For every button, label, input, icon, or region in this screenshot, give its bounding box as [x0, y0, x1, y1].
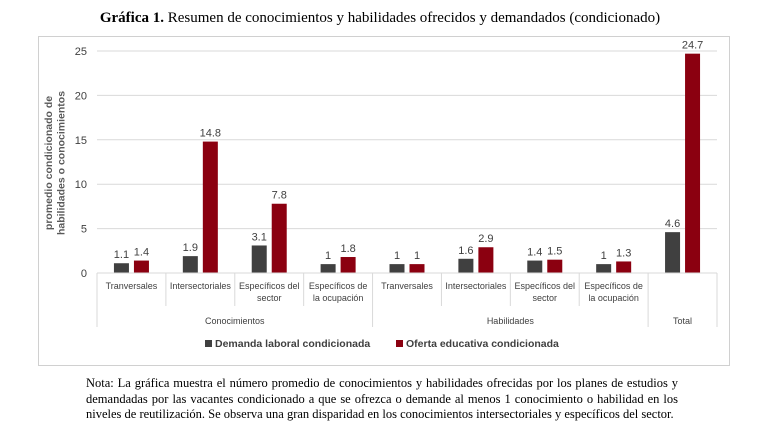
y-tick-label: 5 — [81, 224, 87, 236]
data-label: 3.1 — [252, 231, 267, 243]
bar-demand — [458, 258, 474, 273]
data-label: 1 — [394, 250, 400, 262]
x-category-label: Específicos de — [309, 281, 368, 291]
footnote: Nota: La gráfica muestra el número prome… — [86, 376, 678, 421]
bar-supply — [271, 203, 287, 273]
y-tick-label: 20 — [75, 90, 87, 102]
data-label: 14.8 — [200, 128, 221, 140]
legend-swatch — [205, 340, 212, 347]
data-label: 1 — [414, 250, 420, 262]
title-text: Resumen de conocimientos y habilidades o… — [164, 10, 661, 26]
y-tick-label: 15 — [75, 135, 87, 147]
data-label: 1.1 — [114, 249, 129, 261]
x-category-label: sector — [257, 293, 282, 303]
data-label: 1 — [325, 250, 331, 262]
chart-area-border — [38, 36, 730, 366]
x-group-label: Total — [673, 316, 692, 326]
x-category-label: Específicos del — [515, 281, 576, 291]
chart-title: Gráfica 1. Resumen de conocimientos y ha… — [0, 10, 760, 27]
y-tick-label: 10 — [75, 179, 87, 191]
bar-demand — [251, 245, 267, 273]
title-prefix: Gráfica 1. — [99, 10, 165, 26]
bar-supply — [133, 260, 149, 273]
bar-supply — [616, 261, 632, 273]
bar-supply — [478, 247, 494, 273]
legend-label: Demanda laboral condicionada — [215, 338, 370, 350]
data-label: 2.9 — [478, 233, 493, 245]
bar-demand — [596, 264, 612, 273]
x-category-label: Tranversales — [381, 281, 433, 291]
x-category-label: Específicos de — [584, 281, 643, 291]
data-label: 1.5 — [547, 246, 562, 258]
x-category-label: la ocupación — [313, 293, 364, 303]
data-label: 1.4 — [527, 247, 542, 259]
bar-demand — [389, 264, 405, 273]
x-group-label: Conocimientos — [205, 316, 265, 326]
bar-demand — [182, 256, 198, 273]
y-tick-label: 25 — [75, 46, 87, 58]
data-label: 24.7 — [682, 40, 703, 52]
data-label: 1.9 — [183, 242, 198, 254]
y-tick-label: 0 — [81, 268, 87, 280]
x-category-label: Intersectoriales — [445, 281, 507, 291]
data-label: 1.6 — [458, 245, 473, 257]
x-category-label: Intersectoriales — [170, 281, 232, 291]
data-label: 1.4 — [134, 247, 149, 259]
bar-supply — [340, 257, 356, 273]
data-label: 1.8 — [340, 243, 355, 255]
bar-demand — [320, 264, 336, 273]
legend-label: Oferta educativa condicionada — [406, 338, 559, 350]
x-category-label: Tranversales — [106, 281, 158, 291]
y-axis-label: promedio condicionado dehabilidades o co… — [43, 91, 68, 235]
x-group-label: Habilidades — [487, 316, 535, 326]
bar-supply — [547, 259, 563, 273]
bar-supply — [202, 141, 218, 273]
bar-supply — [409, 264, 425, 273]
bar-demand — [113, 263, 129, 273]
x-category-label: sector — [533, 293, 558, 303]
x-category-label: Específicos del — [239, 281, 300, 291]
bar-demand — [527, 260, 543, 273]
bar-demand — [665, 232, 681, 273]
x-category-label: la ocupación — [588, 293, 639, 303]
data-label: 7.8 — [272, 190, 287, 202]
legend-swatch — [396, 340, 403, 347]
data-label: 1.3 — [616, 247, 631, 259]
data-label: 4.6 — [665, 218, 680, 230]
data-label: 1 — [601, 250, 607, 262]
bar-supply — [685, 53, 701, 273]
